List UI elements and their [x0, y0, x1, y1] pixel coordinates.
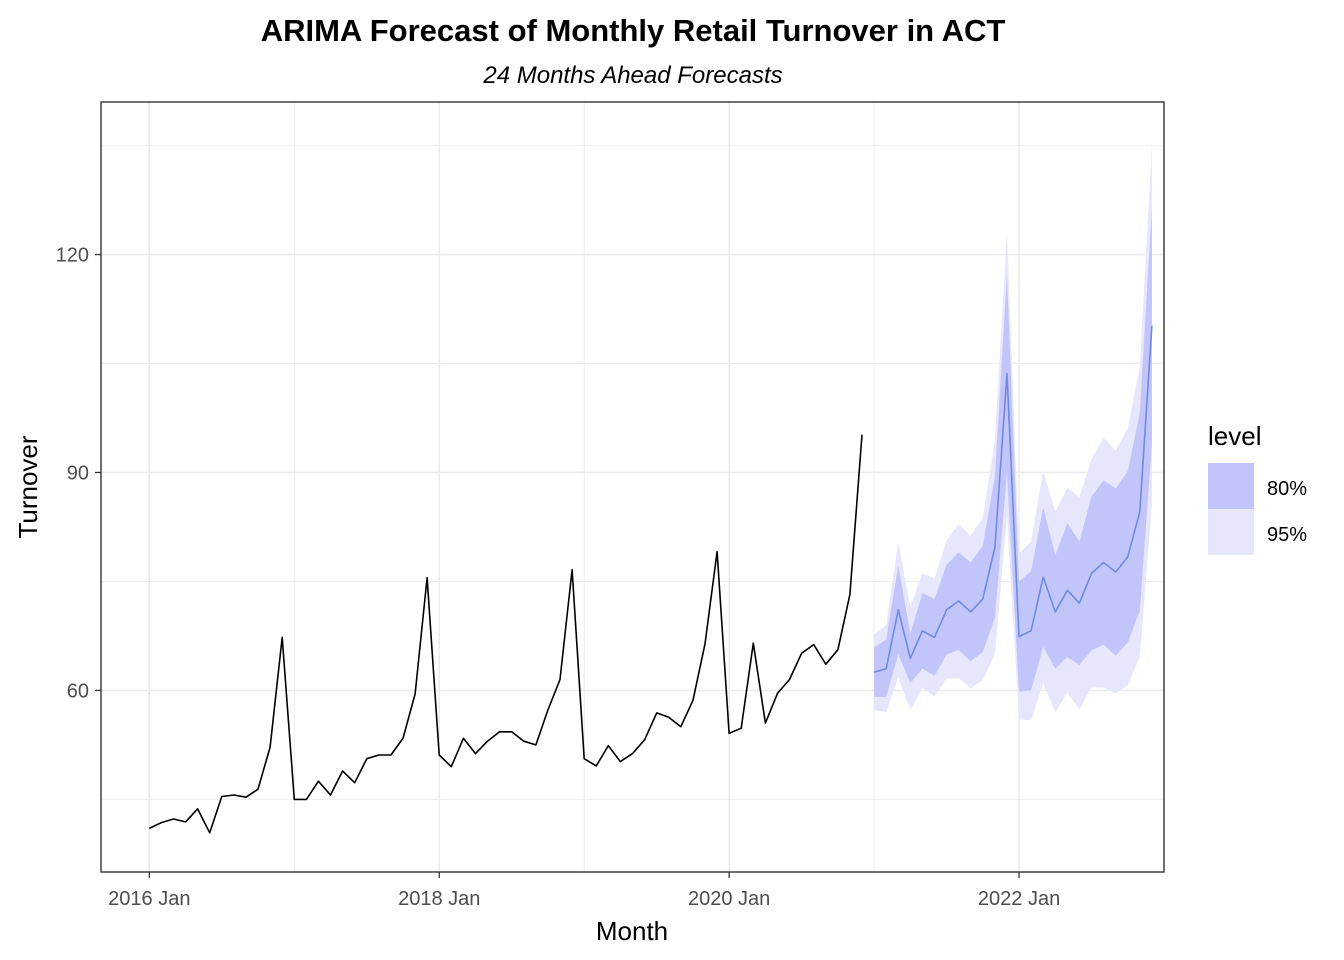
series-lines — [148, 325, 1153, 834]
x-tick-label: 2018 Jan — [398, 888, 480, 910]
grid-major — [101, 102, 1164, 872]
chart-title: ARIMA Forecast of Monthly Retail Turnove… — [261, 13, 1006, 48]
y-tick-label: 90 — [67, 462, 89, 484]
y-tick-label: 120 — [56, 245, 89, 267]
x-axis-title: Month — [596, 916, 668, 946]
history-line — [148, 434, 863, 834]
x-tick-label: 2020 Jan — [688, 888, 770, 910]
x-axis: 2016 Jan 2018 Jan 2020 Jan 2022 Jan — [108, 872, 1060, 910]
forecast-line — [873, 325, 1153, 673]
legend: level 80% 95% — [1208, 421, 1307, 555]
x-tick-label: 2022 Jan — [978, 888, 1060, 910]
y-tick-label: 60 — [67, 680, 89, 702]
legend-key-95 — [1208, 509, 1254, 555]
x-tick-label: 2016 Jan — [108, 888, 190, 910]
y-axis-title: Turnover — [13, 435, 43, 538]
y-axis: 60 90 120 — [56, 245, 101, 702]
legend-label-80: 80% — [1267, 478, 1307, 500]
legend-title: level — [1208, 421, 1261, 451]
band-80 — [874, 208, 1152, 697]
legend-label-95: 95% — [1267, 524, 1307, 546]
chart-subtitle: 24 Months Ahead Forecasts — [482, 62, 782, 89]
legend-key-80 — [1208, 463, 1254, 509]
panel-border — [100, 101, 1165, 873]
plot-panel — [100, 101, 1165, 873]
forecast-intervals — [874, 145, 1152, 721]
